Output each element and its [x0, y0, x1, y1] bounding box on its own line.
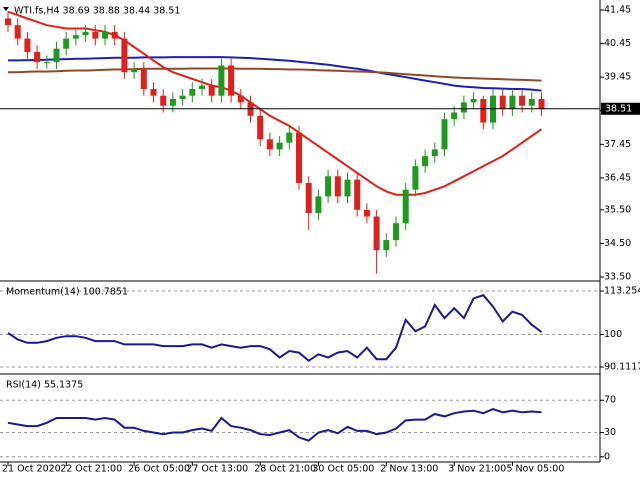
candle-body	[43, 62, 50, 64]
candle-body	[72, 35, 79, 39]
candle-body	[169, 99, 176, 106]
candle-body	[266, 139, 273, 150]
moving-average	[7, 10, 543, 196]
last-price-box	[601, 102, 640, 115]
collapse-icon[interactable]	[3, 7, 9, 11]
candle-body	[538, 99, 545, 109]
y-tick-label: 37.45	[604, 139, 631, 150]
candle-body	[276, 142, 283, 150]
candle-body	[34, 52, 41, 63]
x-tick-label: 30 Oct 05:00	[312, 464, 374, 475]
y-tick-label: 0	[604, 451, 610, 462]
candle-body	[305, 182, 312, 214]
candle-body	[131, 68, 138, 73]
candle-body	[82, 31, 89, 36]
x-tick-label: 21 Oct 2020	[2, 464, 61, 475]
panel-title: RSI(14) 55.1375	[6, 380, 83, 391]
y-tick-label: 39.45	[604, 72, 631, 83]
candle-body	[344, 179, 351, 197]
candle-body	[24, 38, 31, 53]
candle-body	[528, 99, 535, 106]
candle-body	[334, 176, 341, 197]
candle-body	[451, 112, 458, 120]
candle-body	[63, 38, 70, 49]
candle-body	[412, 166, 419, 190]
candle-body	[393, 223, 399, 241]
y-tick-label: 34.50	[604, 238, 631, 249]
candle-body	[480, 99, 487, 123]
candle-body	[509, 95, 516, 110]
candle-body	[160, 95, 167, 106]
x-tick-label: 2 Nov 13:00	[380, 464, 438, 475]
candle-body	[140, 68, 147, 89]
x-tick-label: 27 Oct 13:00	[186, 464, 248, 475]
candle-body	[354, 179, 361, 210]
last-price-label: 38.51	[605, 103, 632, 114]
candle-body	[286, 132, 293, 143]
candle-body	[373, 216, 380, 251]
y-tick-label: 90.1117	[604, 362, 640, 373]
candle-body	[208, 85, 215, 96]
y-tick-label: 41.45	[604, 5, 631, 16]
candle-body	[499, 95, 506, 110]
moving-average	[8, 67, 542, 82]
candle-body	[189, 88, 196, 96]
x-tick-label: 26 Oct 05:00	[128, 464, 190, 475]
candle-body	[257, 115, 264, 140]
y-tick-label: 100	[604, 329, 622, 340]
x-tick-label: 28 Oct 21:00	[254, 464, 316, 475]
candle-body	[199, 85, 205, 89]
candle-body	[111, 31, 118, 39]
y-tick-label: 35.50	[604, 204, 631, 215]
candle-body	[441, 119, 448, 150]
indicator-line	[7, 294, 543, 363]
candle-body	[460, 102, 467, 113]
indicator-line	[7, 408, 542, 442]
candle-body	[296, 132, 302, 183]
x-tick-label: 5 Nov 05:00	[506, 464, 564, 475]
candle-body	[325, 176, 332, 197]
panel-title: WTI.fs,H4 38.69 38.88 38.44 38.51	[14, 6, 180, 17]
y-tick-label: 33.50	[604, 271, 631, 282]
candle-body	[228, 65, 235, 96]
candle-body	[237, 95, 244, 103]
candle-body	[383, 240, 390, 251]
y-tick-label: 70	[604, 395, 616, 406]
candle-body	[519, 95, 526, 106]
x-tick-label: 22 Oct 21:00	[60, 464, 122, 475]
candle-body	[431, 149, 438, 157]
candle-body	[218, 65, 225, 96]
x-tick-label: 3 Nov 21:00	[448, 464, 506, 475]
panel-title: Momentum(14) 100.7851	[6, 287, 128, 298]
candle-body	[315, 196, 322, 214]
candle-body	[53, 48, 60, 63]
y-tick-label: 36.45	[604, 172, 631, 183]
candle-body	[121, 38, 128, 73]
candle-body	[363, 209, 370, 217]
y-tick-label: 113.2541	[604, 286, 640, 297]
candle-body	[150, 88, 157, 96]
candle-body	[422, 156, 429, 167]
candle-body	[14, 25, 21, 39]
candle-body	[102, 31, 108, 39]
candle-body	[5, 18, 11, 26]
candle-body	[470, 99, 477, 103]
y-tick-label: 40.45	[604, 38, 631, 49]
y-tick-label: 30	[604, 427, 616, 438]
candle-body	[402, 189, 409, 224]
candle-body	[92, 31, 99, 39]
candle-body	[179, 95, 186, 100]
moving-average	[8, 56, 542, 92]
